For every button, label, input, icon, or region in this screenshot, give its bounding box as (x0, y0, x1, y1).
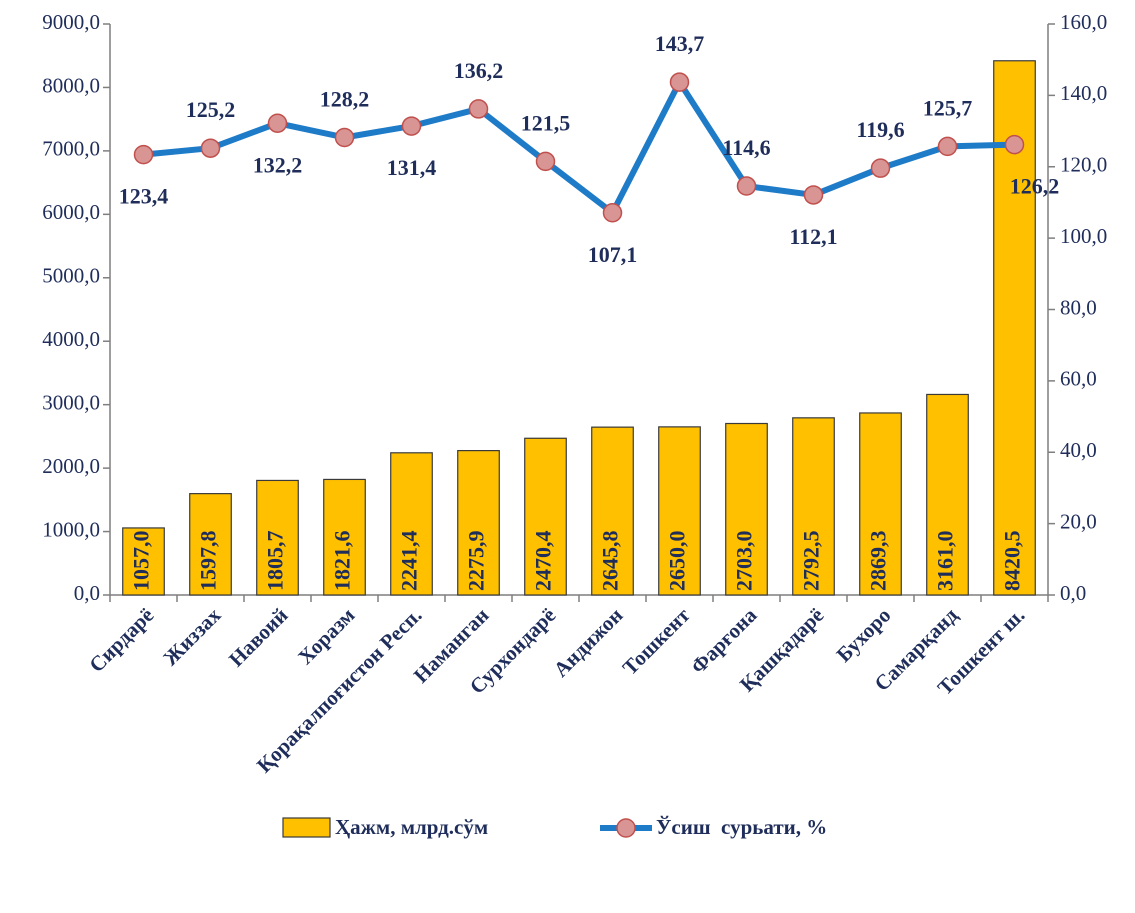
bar-value-label: 3161,0 (933, 531, 958, 592)
line-marker (401, 116, 422, 136)
bar (792, 417, 835, 596)
y-tick-label: 3000,0 (42, 390, 100, 414)
line-value-label: 132,2 (253, 152, 303, 177)
line-marker (602, 203, 623, 223)
y2-tick-label: 20,0 (1060, 509, 1097, 533)
bar (323, 478, 366, 596)
line-marker (736, 176, 757, 196)
line-marker (133, 144, 154, 165)
bar-value-label: 2645,8 (598, 531, 623, 592)
bar (122, 527, 165, 596)
line-value-label: 107,1 (588, 242, 638, 267)
bar-value-label: 8420,5 (1000, 531, 1025, 592)
legend-label: Ўсиш сурьати, % (656, 815, 827, 839)
bar-value-label: 2703,0 (732, 531, 757, 592)
bar (189, 493, 232, 596)
y2-tick-label: 100,0 (1060, 224, 1107, 248)
bar-value-label: 2869,3 (866, 531, 891, 592)
bar (591, 426, 634, 596)
line-value-label: 112,1 (789, 224, 837, 249)
legend-swatch (282, 817, 331, 838)
y-tick-label: 1000,0 (42, 517, 100, 541)
line-value-label: 121,5 (521, 110, 571, 135)
bar-value-label: 1597,8 (196, 531, 221, 592)
y-tick-label: 7000,0 (42, 137, 100, 161)
legend-marker (616, 818, 636, 838)
line-marker (870, 158, 891, 178)
line-marker (1004, 134, 1025, 155)
bar-value-label: 1057,0 (129, 531, 154, 592)
x-tick-label: Навоий (224, 603, 292, 671)
y-tick-label: 5000,0 (42, 264, 100, 288)
x-tick-label: Тошкент (618, 602, 695, 679)
bar-value-label: 2792,5 (799, 531, 824, 592)
y-tick-label: 8000,0 (42, 73, 100, 97)
x-tick-label: Андижон (549, 603, 628, 682)
line-value-label: 125,7 (923, 95, 973, 120)
y2-tick-label: 40,0 (1060, 438, 1097, 462)
y-tick-label: 6000,0 (42, 200, 100, 224)
y2-tick-label: 80,0 (1060, 295, 1097, 319)
line-value-label: 125,2 (186, 97, 236, 122)
line-marker (535, 151, 556, 172)
bar-value-label: 2470,4 (531, 531, 556, 592)
bar (256, 479, 299, 596)
line-value-label: 126,2 (1010, 174, 1060, 199)
y2-tick-label: 120,0 (1060, 153, 1107, 177)
line-marker (803, 185, 824, 205)
line-marker (937, 136, 958, 157)
bar-value-label: 2650,0 (665, 531, 690, 592)
line-value-label: 114,6 (722, 135, 770, 160)
bar (390, 452, 433, 596)
line-value-label: 143,7 (655, 31, 705, 56)
legend-label: Ҳажм, млрд.сўм (335, 815, 488, 839)
y-tick-label: 9000,0 (42, 10, 100, 34)
line-value-label: 123,4 (119, 184, 169, 209)
bar (859, 412, 902, 596)
y2-tick-label: 160,0 (1060, 10, 1107, 34)
bar (524, 437, 567, 596)
line-marker (200, 138, 221, 158)
bar-value-label: 1821,6 (330, 531, 355, 592)
y-tick-label: 2000,0 (42, 454, 100, 478)
line (143, 79, 1015, 216)
line-marker (334, 127, 355, 148)
y2-tick-label: 140,0 (1060, 81, 1107, 105)
y2-tick-label: 0,0 (1060, 581, 1086, 605)
line-value-label: 131,4 (387, 155, 437, 180)
x-tick-label: Жиззах (158, 603, 226, 671)
bar-value-label: 2241,4 (397, 531, 422, 592)
bar-value-label: 2275,9 (464, 531, 489, 592)
bar-value-label: 1805,7 (263, 531, 288, 592)
bar (926, 393, 969, 596)
y-tick-label: 0,0 (74, 581, 100, 605)
bar (457, 450, 500, 596)
x-tick-label: Сирдарё (84, 603, 158, 677)
line-marker (267, 113, 288, 133)
x-tick-label: Хоразм (293, 603, 359, 669)
line-value-label: 128,2 (320, 87, 370, 112)
line-marker (468, 99, 489, 119)
line-value-label: 119,6 (856, 117, 904, 142)
y-tick-label: 4000,0 (42, 327, 100, 351)
x-tick-label: Бухоро (832, 603, 896, 667)
bar (658, 426, 701, 596)
y2-tick-label: 60,0 (1060, 367, 1097, 391)
line-value-label: 136,2 (454, 58, 504, 83)
line-marker (669, 72, 690, 92)
bar (725, 422, 768, 596)
